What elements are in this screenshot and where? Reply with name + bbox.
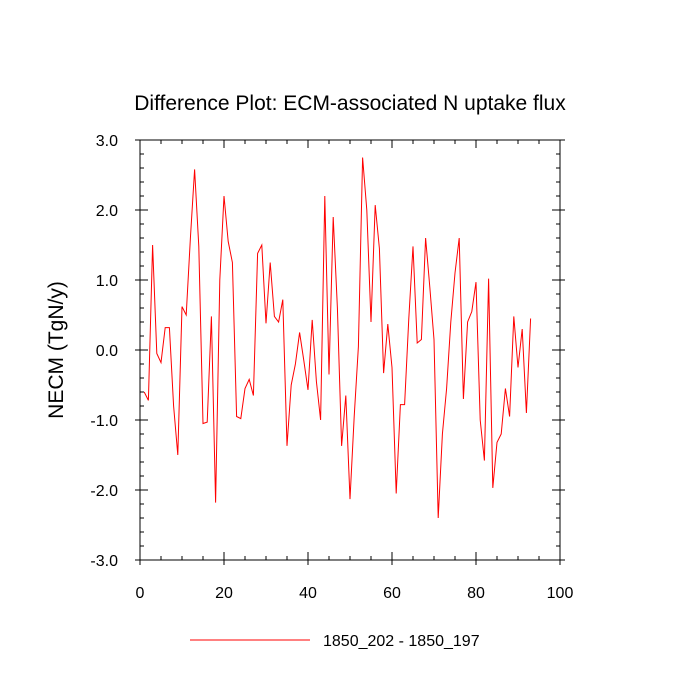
x-tick-label: 40	[299, 585, 317, 602]
y-tick-label: -1.0	[90, 413, 118, 430]
chart-title: Difference Plot: ECM-associated N uptake…	[134, 92, 566, 115]
legend-label: 1850_202 - 1850_197	[323, 633, 480, 650]
x-tick-label: 80	[467, 585, 485, 602]
x-tick-label: 20	[215, 585, 233, 602]
y-tick-label: 2.0	[96, 203, 118, 220]
plot-area: 0 20 40 60 80 100 -3.0 -2.0 -1.0 0.0 1.0 2.0 3.0	[90, 133, 573, 602]
x-tick-label: 100	[547, 585, 574, 602]
y-tick-label: -2.0	[90, 483, 118, 500]
y-tick-label: 3.0	[96, 133, 118, 150]
y-axis-label: NECM (TgN/y)	[45, 281, 68, 419]
x-tick-label: 60	[383, 585, 401, 602]
legend: 1850_202 - 1850_197	[190, 633, 480, 650]
series-line	[143, 157, 532, 519]
x-tick-label: 0	[136, 585, 145, 602]
y-tick-label: 0.0	[96, 343, 118, 360]
y-tick-label: 1.0	[96, 273, 118, 290]
y-tick-label: -3.0	[90, 553, 118, 570]
